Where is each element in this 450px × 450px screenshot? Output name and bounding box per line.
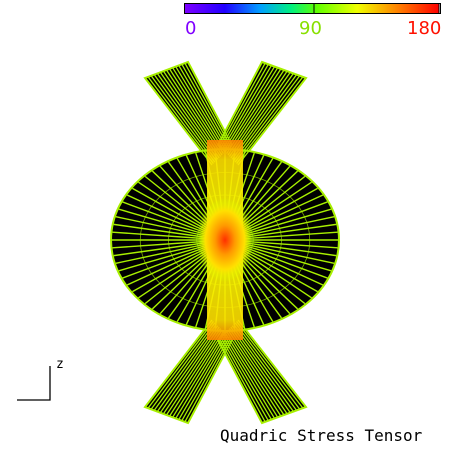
caption: Quadric Stress Tensor [220, 426, 423, 445]
glyph-arm-line [217, 61, 263, 146]
glyph-arm-line [226, 68, 282, 154]
glyph-arm-line [217, 339, 263, 424]
glyph-arm-line [228, 328, 288, 415]
glyph-arm-line [175, 333, 227, 419]
colorbar-max-label: 180 [407, 18, 442, 39]
glyph-arm-line [236, 76, 304, 164]
glyph-arm-line [181, 63, 230, 149]
glyph-arm-line [237, 77, 307, 166]
glyph-arm-line [226, 331, 282, 417]
glyph-arm-line [156, 325, 219, 412]
glyph-arm-line [223, 333, 276, 419]
glyph-arm-line [181, 336, 230, 422]
glyph-arm-line [169, 331, 224, 417]
glyph-arm-line [220, 63, 269, 149]
glyph-arm-line [144, 319, 213, 408]
glyph-arm-line [147, 76, 214, 164]
glyph-arm-line [223, 66, 276, 152]
glyph-arm-line [220, 336, 269, 422]
glyph-arm-line [224, 332, 279, 418]
glyph-arm-line [236, 321, 304, 409]
glyph-arm-line [233, 74, 298, 162]
glyph-arm-line [234, 75, 301, 163]
axes-triad: z [17, 357, 64, 401]
glyph-arm-line [230, 326, 291, 414]
z-axis-label: z [56, 357, 64, 372]
glyph-arm-line [224, 67, 279, 153]
glyph-arm-line [147, 321, 214, 409]
glyph-arm-line [218, 338, 266, 423]
glyph-arm-line [221, 335, 272, 420]
glyph-arm-line [227, 329, 285, 416]
glyph-arm-line [150, 322, 216, 410]
glyph-arm-line [162, 328, 222, 415]
glyph-arm-line [144, 77, 213, 166]
glyph-arm-line [178, 335, 229, 420]
glyph-arm-line [184, 62, 232, 147]
glyph-arm-line [231, 325, 294, 412]
glyph-arm-line [169, 68, 224, 154]
glyph-arm-line [175, 66, 227, 152]
glyph-arm-line [178, 65, 229, 150]
colorbar-mid-label: 90 [299, 18, 322, 39]
glyph-arm-line [153, 323, 217, 411]
glyph-arm-line [172, 332, 226, 418]
glyph-arm-line [153, 74, 217, 162]
glyph-arm-line [172, 67, 226, 153]
high-stress-core [197, 198, 253, 282]
glyph-arm-line [184, 338, 232, 423]
glyph-arm-line [221, 65, 272, 150]
glyph-arm-line [233, 323, 298, 411]
glyph-arm-line [237, 319, 307, 408]
glyph-arm-line [234, 322, 301, 410]
glyph-arm-line [165, 329, 223, 416]
glyph-arm-line [159, 326, 220, 414]
color-bar [184, 3, 441, 14]
glyph-arm-line [218, 62, 266, 147]
glyph-arm-line [150, 75, 216, 163]
colorbar-min-label: 0 [185, 18, 197, 39]
